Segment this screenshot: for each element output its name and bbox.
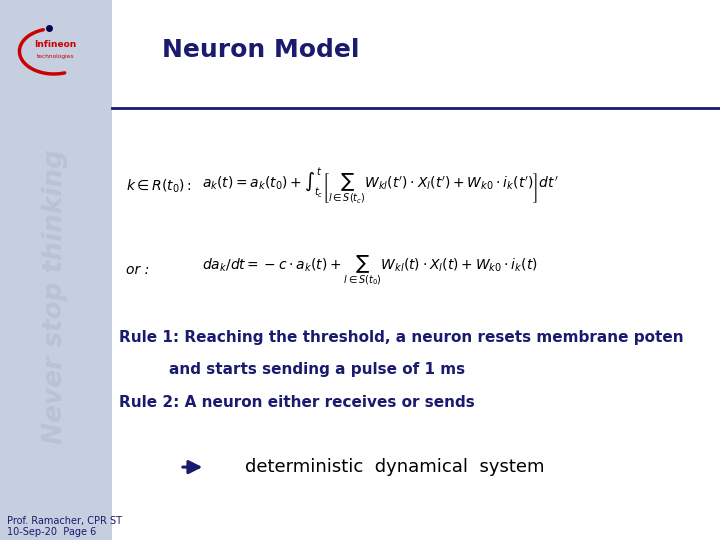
Text: Infineon: Infineon [35,40,76,49]
Text: Prof. Ramacher, CPR ST
10-Sep-20  Page 6: Prof. Ramacher, CPR ST 10-Sep-20 Page 6 [7,516,122,537]
Text: and starts sending a pulse of 1 ms: and starts sending a pulse of 1 ms [169,362,465,377]
Text: Rule 2: A neuron either receives or sends: Rule 2: A neuron either receives or send… [119,395,474,410]
Text: $k \in R(t_0):$: $k \in R(t_0):$ [126,178,192,195]
Text: deterministic  dynamical  system: deterministic dynamical system [245,458,544,476]
Bar [0,0,112,86]
Text: Never stop thinking: Never stop thinking [42,150,68,444]
Bar [0,0,112,540]
Text: $da_k / dt = -c \cdot a_k(t) + \sum_{l \in S(t_0)} W_{kl}(t) \cdot X_l(t) + W_{k: $da_k / dt = -c \cdot a_k(t) + \sum_{l \… [202,253,537,287]
Text: or :: or : [126,263,149,277]
Text: $a_k(t) = a_k(t_0) + \int_{t_c}^{t} \left[ \sum_{l \in S(t_c)} W_{kl}(t') \cdot : $a_k(t) = a_k(t_0) + \int_{t_c}^{t} \lef… [202,166,558,206]
Text: Neuron Model: Neuron Model [162,38,359,62]
Text: technologies: technologies [37,54,74,59]
Text: Rule 1: Reaching the threshold, a neuron resets membrane poten: Rule 1: Reaching the threshold, a neuron… [119,330,683,345]
